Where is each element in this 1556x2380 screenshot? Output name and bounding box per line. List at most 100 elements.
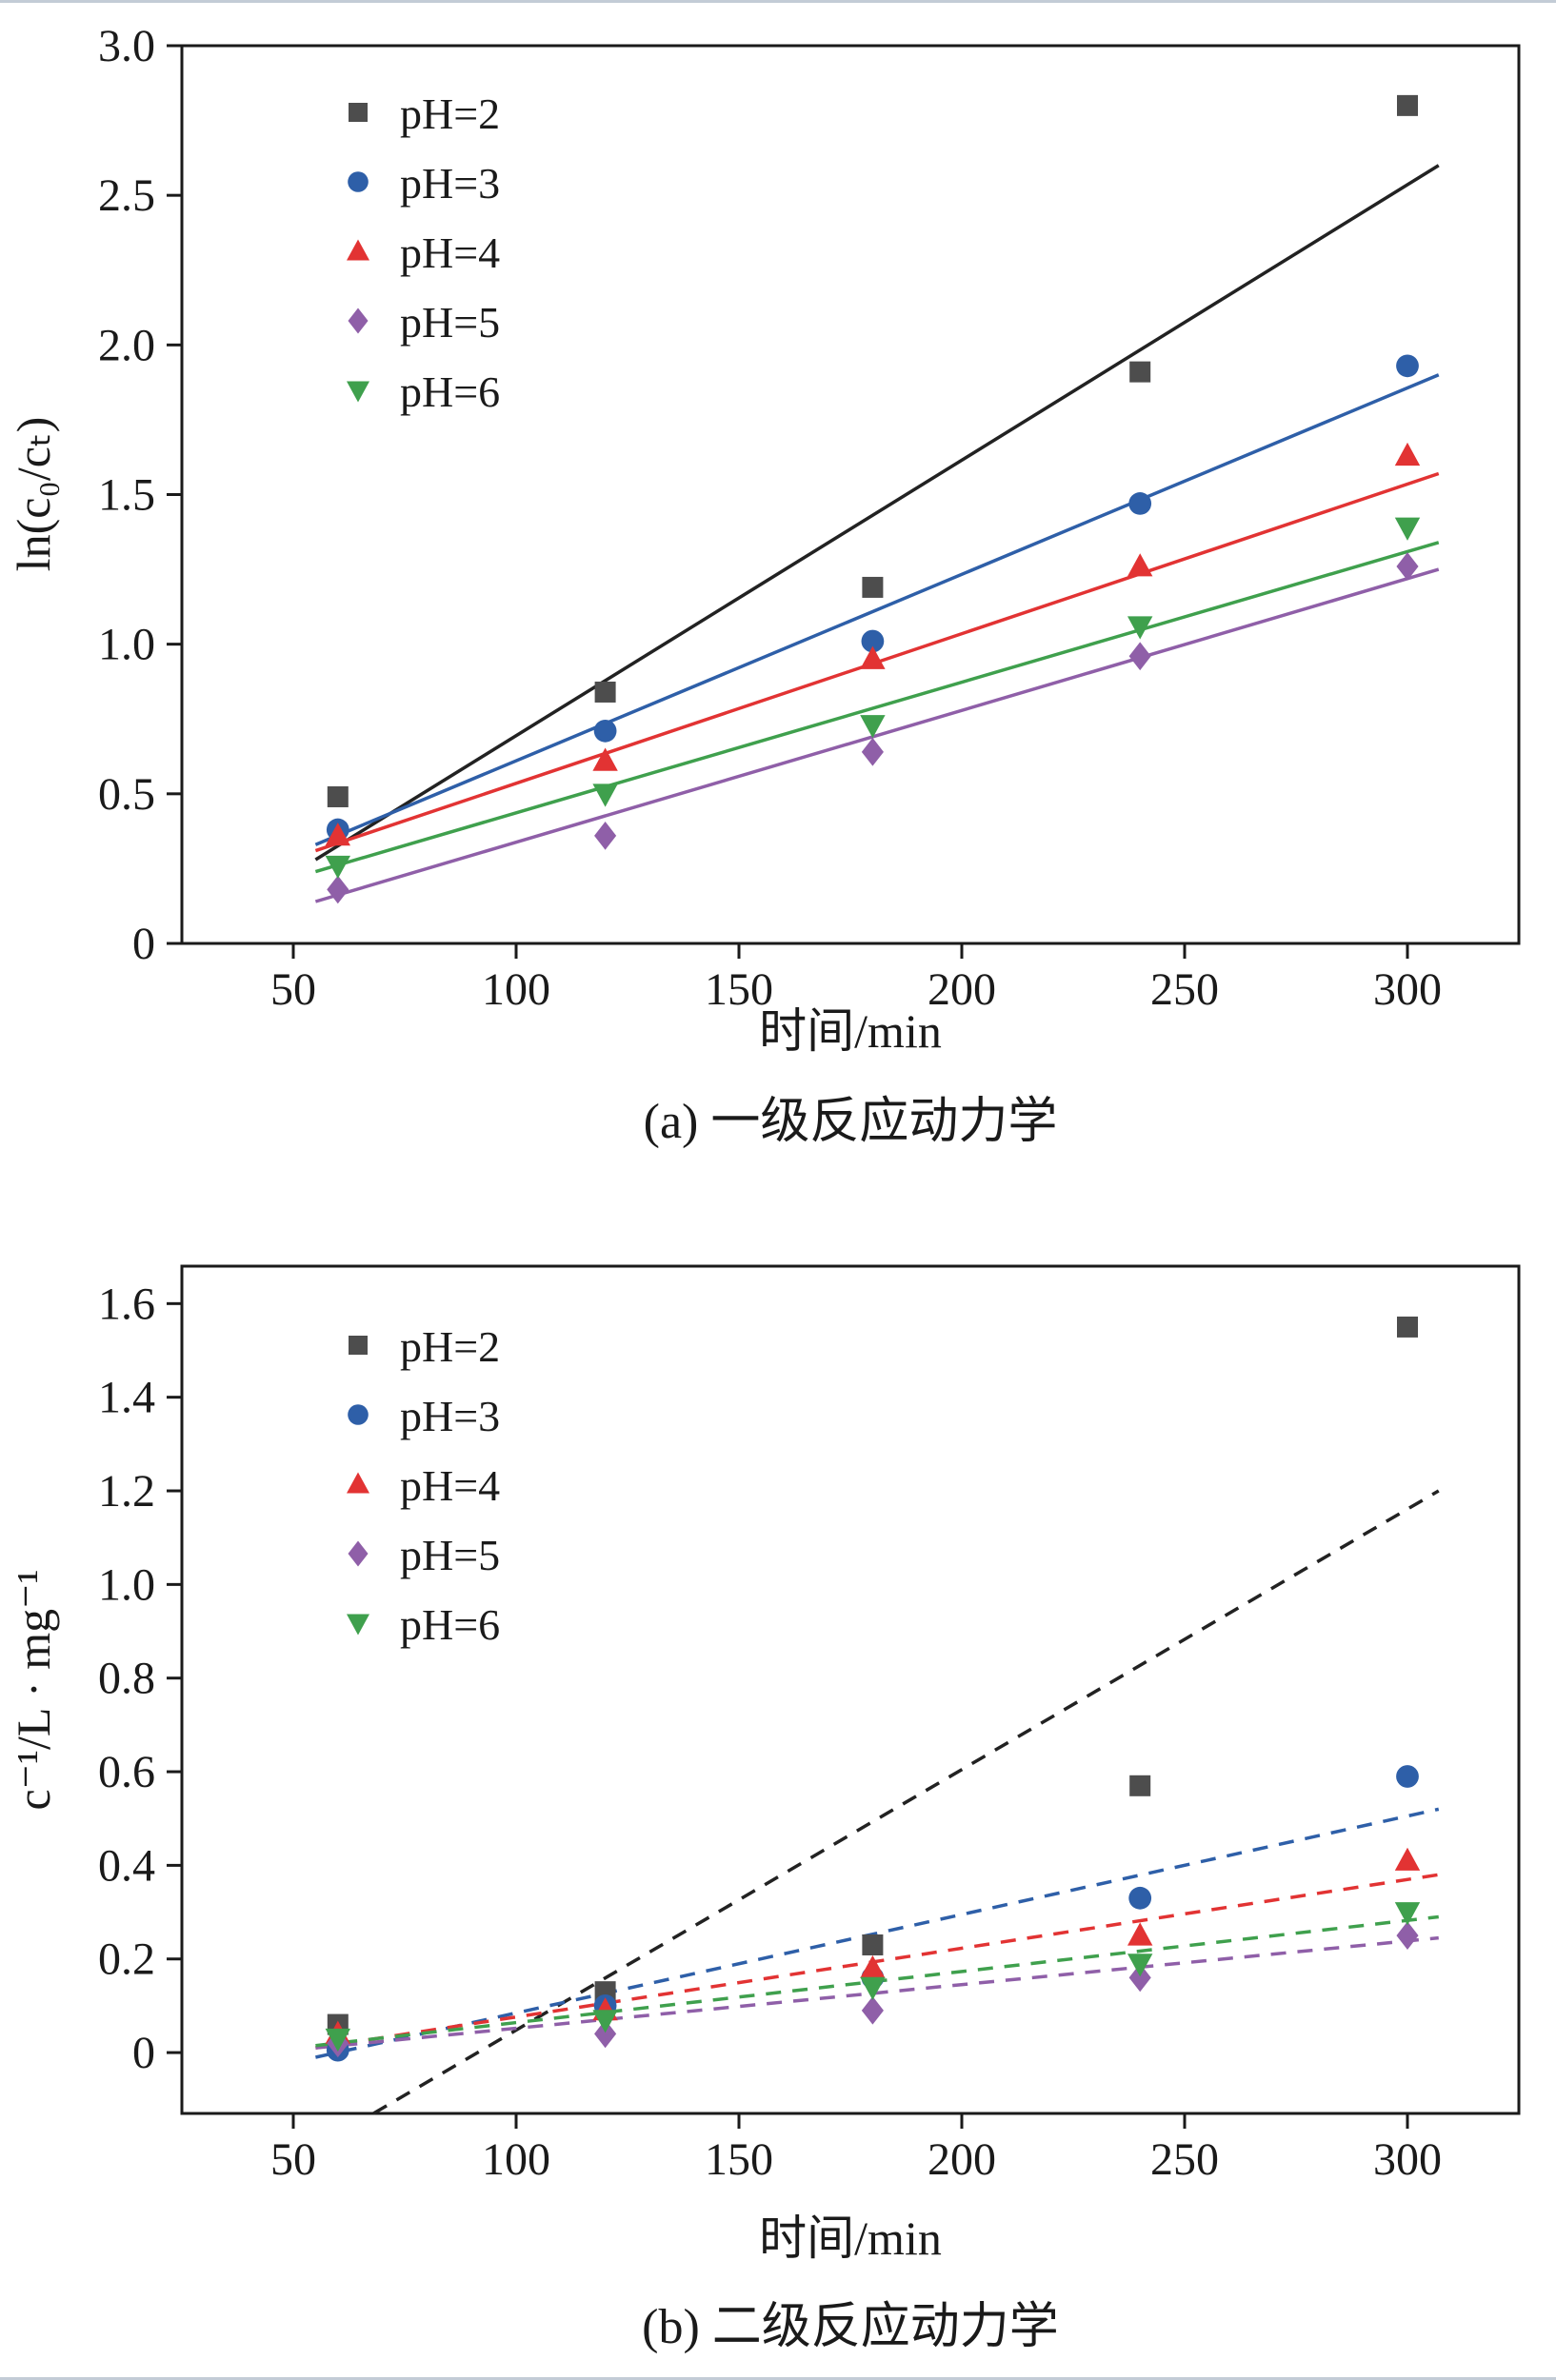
data-point-marker [1127,1922,1153,1946]
data-point-marker [1396,552,1419,581]
data-point-marker [592,783,618,807]
data-point-marker [1397,1316,1418,1338]
x-tick-label: 300 [1373,2134,1442,2185]
y-tick-label: 2.5 [98,170,155,221]
data-point-marker [1396,354,1419,378]
data-point-marker [862,576,884,598]
fit-line [315,1807,1440,2059]
fit-line [314,164,1440,862]
data-point-marker [1394,1902,1421,1926]
data-point-marker [592,747,618,771]
y-tick-label: 1.2 [98,1466,155,1517]
data-point-marker [1127,616,1153,640]
data-point-marker [1128,642,1151,671]
data-point-marker [1394,1847,1421,1871]
data-point-marker [1129,361,1151,383]
data-point-marker [1394,517,1421,541]
data-point-marker [325,823,350,846]
data-point-marker [1397,94,1418,116]
data-point-marker [594,681,616,703]
data-point-marker [327,785,349,807]
legend-marker [348,171,369,192]
data-point-marker [860,1976,886,2000]
data-point-marker [861,629,885,653]
data-point-marker [1394,442,1421,466]
x-tick-label: 150 [705,964,773,1015]
data-point-marker [1128,1963,1151,1993]
data-point-marker [1127,553,1153,577]
x-tick-label: 150 [705,2134,773,2185]
x-tick-label: 50 [270,2134,316,2185]
legend-marker [347,1614,369,1636]
data-point-marker [1396,1765,1419,1788]
data-point-marker [860,1954,886,1979]
y-tick-label: 0.5 [98,769,155,820]
legend-marker [348,1404,369,1425]
data-point-marker [860,715,886,739]
chart-a-xlabel: 时间/min [759,1004,942,1058]
data-point-marker [594,2019,617,2049]
chart-a-ylabel: ln(c₀/cₜ) [7,417,60,572]
x-tick-label: 50 [270,964,316,1015]
chart-a-canvas: 50 100 150 200 250 300 0 0.5 1.0 1.5 2.0 2.5 3.0 pH=2… [7,21,1521,1149]
plot-frame [180,1264,1521,2115]
y-tick-label: 0 [132,2028,155,2078]
legend-label: pH=4 [400,1461,500,1510]
legend-marker [348,307,369,334]
x-tick-label: 250 [1150,964,1219,1015]
data-point-marker [862,1934,884,1955]
figure-b: 50 100 150 200 250 300 0 0.2 0.4 0.6 0.8 1.0 1.2 1.4 1… [0,1155,1556,2377]
legend-marker [348,1540,369,1567]
data-point-marker [592,2010,618,2033]
x-tick-label: 100 [482,964,550,1015]
legend-label: pH=4 [400,228,500,277]
y-tick-label: 1.6 [98,1279,155,1329]
legend-marker [347,381,369,403]
legend-marker [347,1472,369,1494]
chart-b-xlabel: 时间/min [759,2211,942,2265]
data-point-marker [1128,492,1152,515]
fit-line [314,373,1440,846]
legend-marker [347,239,369,261]
chart-b-ylabel: c⁻¹/L · mg⁻¹ [7,1569,60,1810]
y-tick-label: 3.0 [98,21,155,71]
chart-b-plot-layer: 50 100 150 200 250 300 0 0.2 0.4 0.6 0.8 1.0 1.2 1.4 1… [98,1264,1521,2185]
data-point-marker [1128,1886,1152,1910]
y-tick-label: 1.0 [98,620,155,670]
data-point-marker [325,855,350,880]
y-tick-label: 1.0 [98,1559,155,1610]
y-tick-label: 1.4 [98,1373,155,1423]
y-tick-label: 0 [132,919,155,969]
legend-label: pH=6 [400,1600,500,1649]
chart-b-caption: (b) 二级反应动力学 [642,2300,1059,2354]
chart-b-canvas: 50 100 150 200 250 300 0 0.2 0.4 0.6 0.8 1.0 1.2 1.4 1… [7,1264,1521,2354]
y-tick-label: 0.8 [98,1654,155,1704]
data-point-marker [594,821,617,850]
y-tick-label: 0.2 [98,1934,155,1985]
fit-line [314,541,1440,874]
plot-frame [180,44,1521,945]
data-point-marker [861,1995,884,2025]
legend-label: pH=3 [400,159,500,208]
x-tick-label: 200 [928,964,996,1015]
data-point-marker [325,2028,350,2053]
legend-label: pH=5 [400,1531,500,1579]
y-tick-label: 2.0 [98,320,155,370]
legend-label: pH=3 [400,1392,500,1440]
fit-line [315,1935,1439,2050]
legend-label: pH=2 [400,1322,500,1371]
y-tick-label: 0.4 [98,1840,155,1891]
data-point-marker [327,875,349,904]
data-point-marker [1129,1775,1151,1796]
chart-a-caption: (a) 一级反应动力学 [644,1095,1058,1149]
x-tick-label: 250 [1150,2134,1219,2185]
legend-label: pH=2 [400,89,500,138]
legend-marker [349,1336,368,1355]
data-point-marker [1127,1954,1153,1977]
x-tick-label: 300 [1373,964,1442,1015]
data-point-marker [1396,1921,1419,1950]
x-tick-label: 100 [482,2134,550,2185]
legend-label: pH=6 [400,367,500,416]
data-point-marker [861,737,884,766]
